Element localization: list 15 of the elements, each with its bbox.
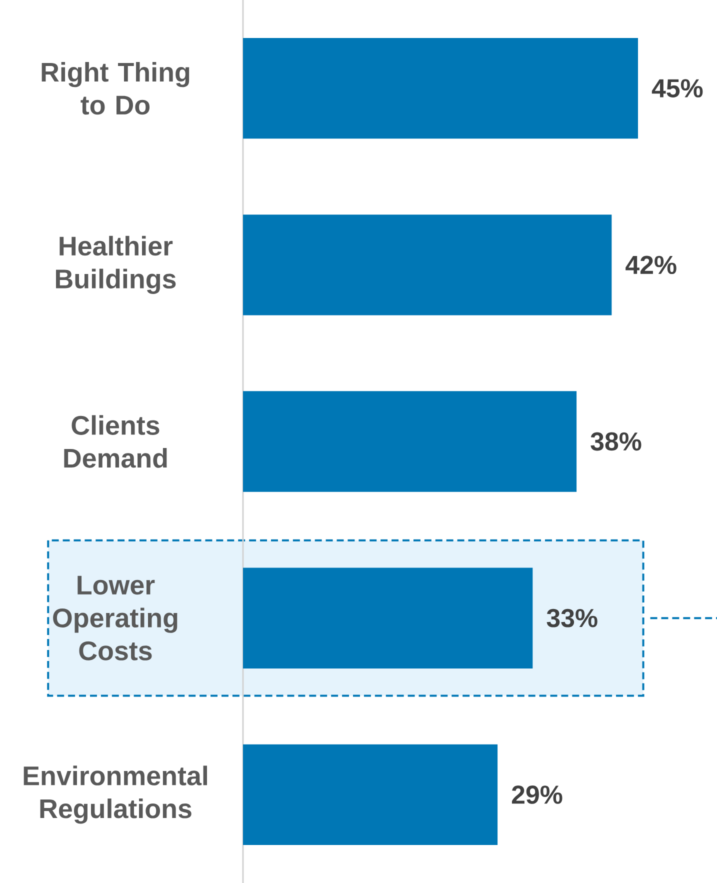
- y-tick-label: Lower Operating Costs: [53, 576, 178, 660]
- y-tick-label: Right Thing to Do: [42, 62, 190, 115]
- bar: [242, 568, 533, 668]
- data-label: 29%: [512, 786, 562, 804]
- y-tick-label: Environmental Regulations: [24, 766, 207, 824]
- data-label: 33%: [546, 608, 598, 628]
- data-label: 38%: [590, 432, 642, 451]
- data-label: 42%: [626, 256, 676, 274]
- bar: [242, 214, 612, 316]
- y-tick-label: Clients Demand: [64, 415, 167, 468]
- data-label: 45%: [652, 79, 703, 98]
- bar: [242, 744, 498, 846]
- y-tick-label: Healthier Buildings: [56, 236, 176, 294]
- bar: [242, 391, 577, 492]
- bar: [242, 38, 638, 139]
